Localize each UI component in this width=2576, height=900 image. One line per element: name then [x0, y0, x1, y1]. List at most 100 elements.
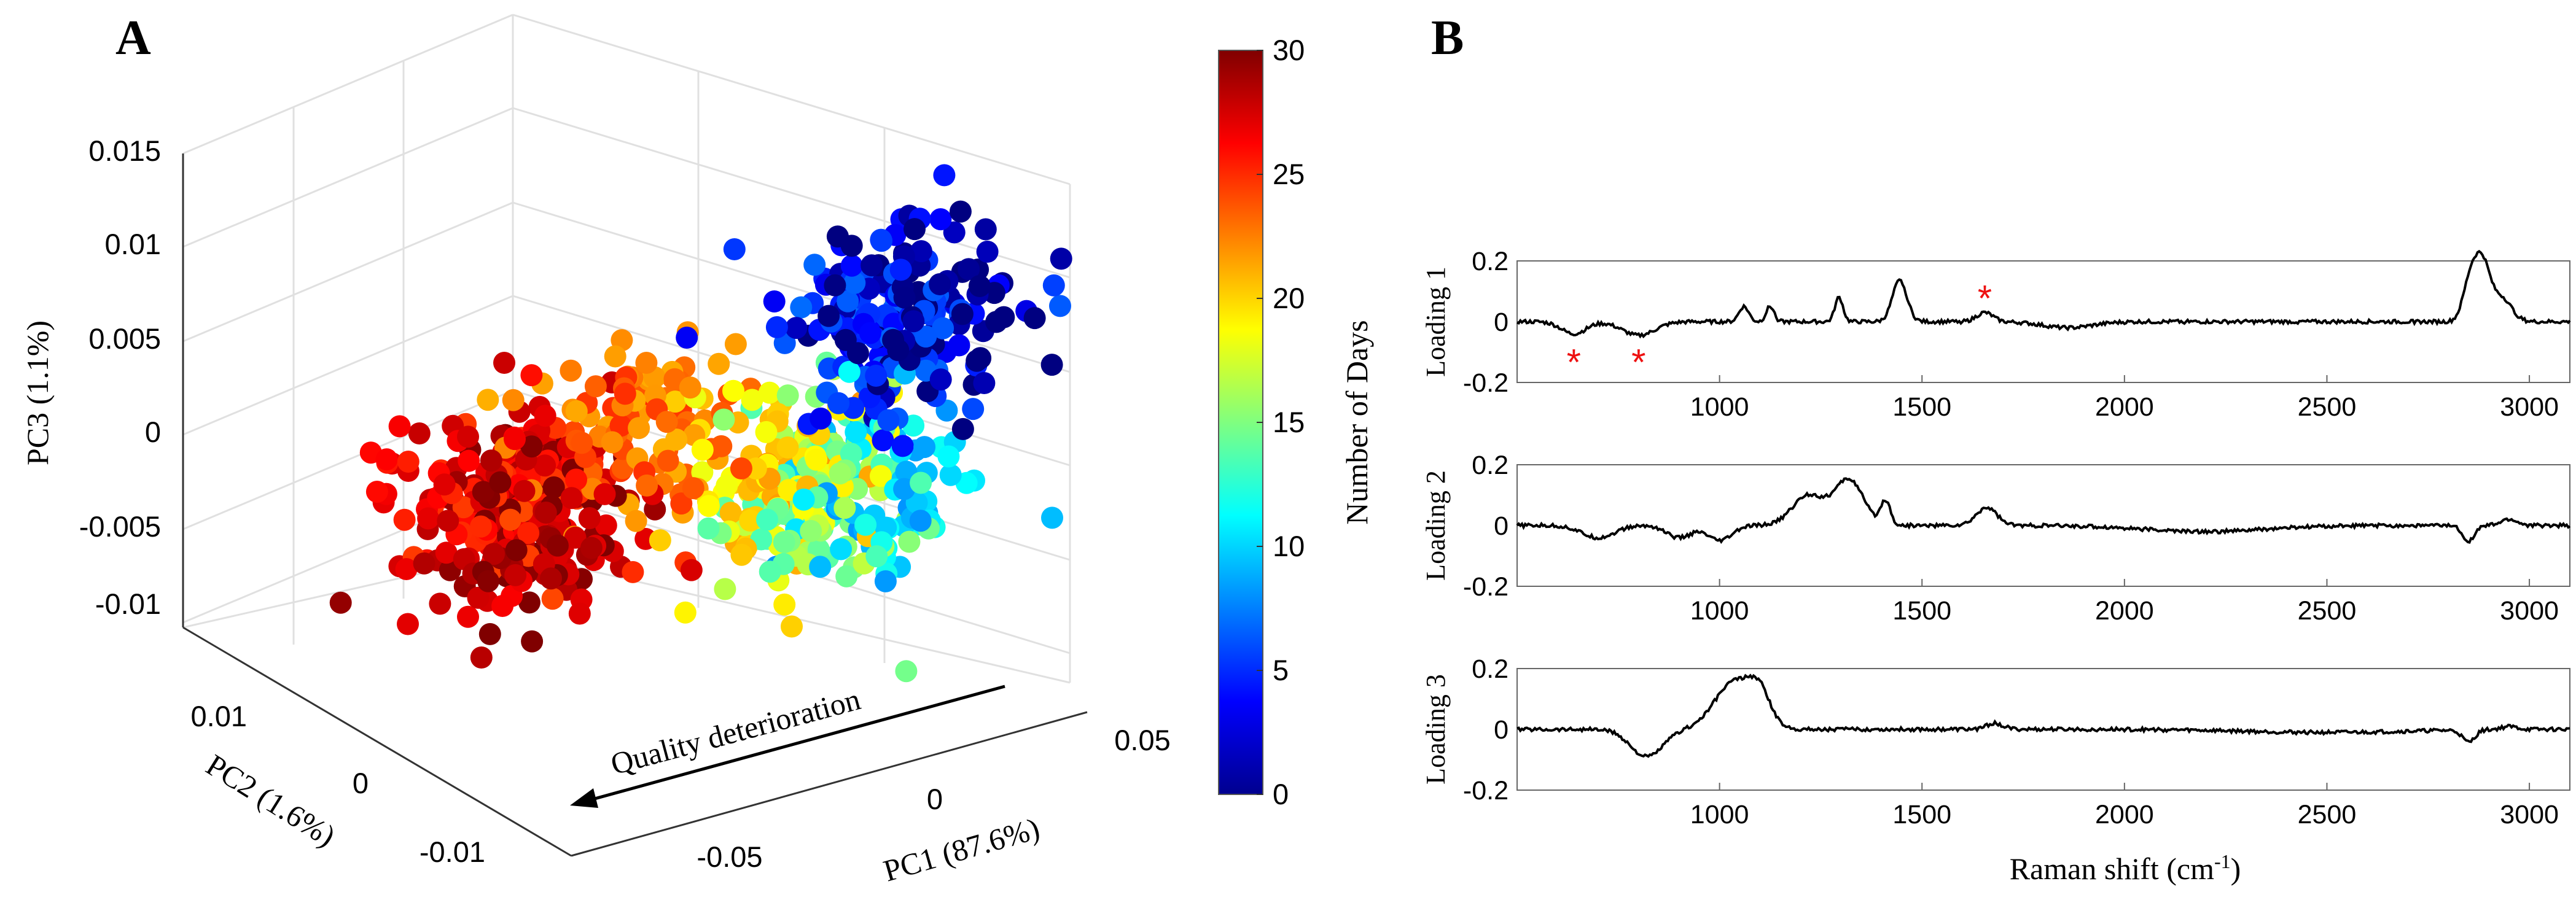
scatter-point [472, 481, 494, 503]
scatter-point [865, 545, 888, 568]
loading-y-tick: 0.2 [1472, 247, 1509, 276]
scatter-point [635, 352, 658, 374]
scatter-point [636, 474, 658, 497]
loading-x-tick: 1500 [1892, 596, 1951, 626]
scatter-point [722, 379, 744, 402]
y-tick: 0 [353, 767, 369, 799]
scatter-point [933, 164, 956, 187]
scatter-point [756, 508, 778, 531]
colorbar-tick: 5 [1273, 654, 1289, 686]
z-tick: 0 [145, 416, 161, 448]
scatter-point [674, 601, 697, 624]
scatter-point [723, 238, 746, 260]
raman-xlabel-sup: -1 [2214, 850, 2231, 872]
scatter-point [834, 328, 857, 351]
loading-x-tick: 2000 [2095, 800, 2154, 829]
scatter-point [932, 317, 954, 339]
scatter-point [534, 405, 556, 427]
scatter-point [397, 451, 420, 473]
scatter-point [712, 408, 735, 431]
scatter-point [877, 409, 900, 432]
scatter-point [408, 422, 431, 444]
scatter-point [477, 570, 499, 592]
scatter-point [457, 605, 479, 628]
scatter-point [329, 591, 352, 614]
scatter-point [568, 602, 591, 625]
x-axis-label: PC1 (87.6%) [880, 811, 1043, 888]
scatter-point [518, 591, 541, 614]
z-axis-ticks: 0.015 0.01 0.005 0 -0.005 -0.01 [79, 134, 161, 620]
scatter-points [329, 164, 1072, 683]
scatter-point [534, 454, 556, 477]
loading-y-tick: 0 [1494, 715, 1509, 745]
scatter-point [909, 510, 932, 532]
scatter-point [785, 317, 808, 339]
scatter-point [691, 438, 714, 461]
scatter-point [437, 510, 459, 532]
scatter-point [730, 543, 753, 566]
loading-x-tick: 1500 [1892, 392, 1951, 422]
scatter-point [937, 445, 960, 468]
scatter-point [824, 274, 846, 297]
colorbar-tick: 0 [1273, 778, 1289, 810]
scatter-point [781, 615, 803, 638]
scatter-point [517, 522, 540, 545]
scatter-point [840, 254, 863, 277]
scatter-point [429, 592, 451, 615]
scatter-point [708, 352, 730, 375]
scatter-point [664, 390, 687, 413]
scatter-point [520, 435, 543, 458]
scatter-point [976, 241, 999, 263]
scatter-point [854, 513, 877, 536]
scatter-point [489, 471, 512, 494]
scatter-point [759, 561, 781, 583]
loading-y-tick: 0 [1494, 511, 1509, 541]
scatter-point [578, 507, 601, 529]
scatter-point [792, 488, 815, 511]
scatter-point [910, 240, 932, 263]
loading-line [1516, 249, 2571, 339]
loading-subplot-3: 0.2 0 -0.2 1000 1500 2000 2500 3000 Loading 3 [1421, 654, 2570, 829]
scatter-point [895, 660, 918, 683]
scatter-point [898, 530, 921, 553]
scatter-point [985, 311, 1008, 333]
scatter-point [493, 352, 515, 374]
scatter-point [469, 515, 492, 538]
x-tick: -0.05 [697, 840, 762, 873]
scatter-point [803, 254, 826, 276]
loading-x-tick: 3000 [2500, 392, 2559, 422]
scatter-point [375, 448, 398, 471]
scatter-point [949, 200, 972, 223]
scatter-point [483, 543, 505, 565]
scatter-point [730, 457, 752, 479]
scatter-point [571, 432, 593, 454]
scatter-point [845, 421, 867, 443]
scatter-point [974, 218, 997, 241]
scatter-point [904, 218, 926, 241]
scatter-point [491, 595, 514, 617]
scatter-point [969, 347, 992, 370]
scatter-point [505, 539, 528, 562]
scatter-point [805, 448, 828, 471]
loading-y-label: Loading 1 [1421, 266, 1451, 377]
peak-marker: * [1631, 341, 1645, 382]
scatter-point [773, 531, 795, 554]
scatter-point [655, 411, 678, 433]
scatter-point [670, 492, 693, 515]
scatter-point [838, 360, 861, 383]
raman-xlabel-main: Raman shift (cm [2010, 852, 2214, 886]
scatter-point [541, 588, 564, 610]
scatter-point [388, 415, 411, 438]
scatter-point [833, 497, 856, 519]
colorbar-tick: 20 [1273, 282, 1305, 314]
scatter-point [480, 449, 502, 472]
peak-marker: * [1978, 277, 1992, 319]
scatter-point [679, 376, 701, 399]
scatter-point [604, 345, 626, 368]
scatter-point [859, 322, 881, 344]
scatter-point [504, 564, 527, 586]
panel-b-label: B [1431, 11, 1464, 65]
loading-y-tick: 0.2 [1472, 451, 1509, 480]
scatter-point [433, 473, 456, 496]
